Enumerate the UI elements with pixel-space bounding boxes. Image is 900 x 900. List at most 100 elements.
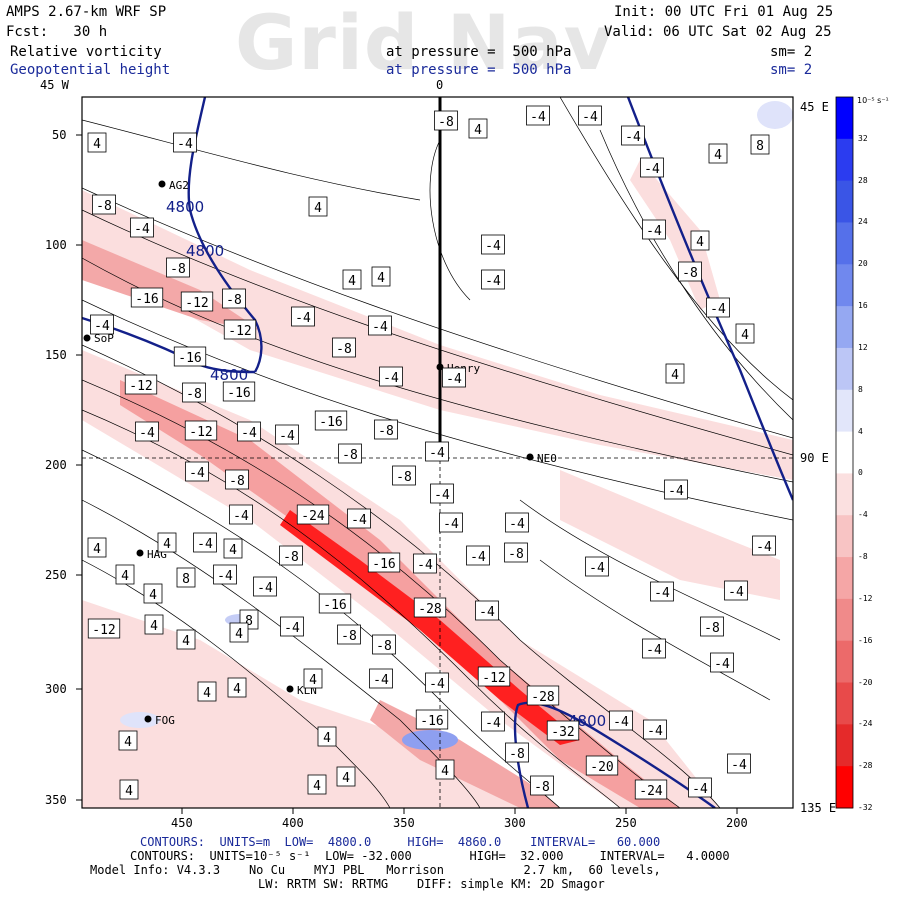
vort-label-box bbox=[650, 581, 674, 602]
vort-label-box bbox=[442, 367, 466, 388]
vort-label: -28 bbox=[418, 602, 441, 617]
vort-label-box bbox=[664, 479, 688, 500]
vort-label-box bbox=[237, 421, 261, 442]
vort-label: -4 bbox=[714, 657, 730, 672]
station-dot bbox=[136, 549, 144, 557]
vort-label: -8 bbox=[534, 780, 550, 795]
vort-label: 4 bbox=[203, 686, 211, 701]
vort-label: 4 bbox=[671, 368, 679, 383]
vort-label: -4 bbox=[284, 621, 300, 636]
vort-label: -12 bbox=[92, 623, 115, 638]
vort-label: -4 bbox=[530, 110, 546, 125]
vort-label: -16 bbox=[178, 351, 201, 366]
colorbar-swatch bbox=[836, 222, 853, 265]
vort-label: -4 bbox=[485, 716, 501, 731]
height-labels: 4800 4800 4800 4800 bbox=[166, 198, 606, 730]
vort-label-box bbox=[173, 132, 197, 153]
vort-label-box bbox=[184, 420, 218, 441]
vort-label: -4 bbox=[479, 605, 495, 620]
vort-label-box bbox=[229, 504, 253, 525]
vort-label: -20 bbox=[590, 760, 613, 775]
vort-label: 4 bbox=[377, 271, 385, 286]
vorticity-labels: 4 -4-84-4 -4-448-44-8-4-4-4-44-8-84 4-16 -12… bbox=[87, 105, 776, 800]
vort-label: -4 bbox=[373, 673, 389, 688]
height-contour-west bbox=[187, 97, 263, 373]
colorbar-swatch bbox=[836, 682, 853, 725]
vort-label-box bbox=[176, 629, 196, 650]
vort-label-box bbox=[727, 753, 751, 774]
field2-smoothing: sm= 2 bbox=[770, 62, 813, 78]
vort-label: -8 bbox=[226, 293, 242, 308]
vort-label: -12 bbox=[189, 425, 212, 440]
vort-label: -12 bbox=[482, 671, 505, 686]
axis-ticks bbox=[76, 134, 738, 814]
pos-vort-blob-4 bbox=[120, 712, 160, 728]
vort-label: 4 bbox=[323, 731, 331, 746]
vort-label: -4 bbox=[139, 426, 155, 441]
vort-label: -8 bbox=[336, 342, 352, 357]
colorbar-swatch bbox=[836, 724, 853, 767]
colorbar-label: 8 bbox=[858, 384, 863, 394]
vort-label-box bbox=[222, 288, 246, 309]
vort-label: 4 bbox=[93, 542, 101, 557]
colorbar-label: 32 bbox=[858, 133, 868, 143]
vort-label-box bbox=[372, 634, 396, 655]
footer-height-interval: INTERVAL= 60.000 bbox=[530, 835, 661, 849]
station-label-neo: NEO bbox=[537, 452, 557, 465]
field1-name: Relative vorticity bbox=[10, 44, 162, 60]
vort-label: 4 bbox=[163, 537, 171, 552]
vort-label: -8 bbox=[509, 747, 525, 762]
vort-label-box bbox=[504, 542, 528, 563]
vort-label-box bbox=[166, 257, 190, 278]
footer-model-info: Model Info: V4.3.3 No Cu MYJ PBL Morriso… bbox=[90, 863, 661, 877]
colorbar-swatch bbox=[836, 557, 853, 600]
vort-label: -4 bbox=[417, 558, 433, 573]
x-tick-450: 450 bbox=[171, 816, 193, 830]
vort-label: -4 bbox=[197, 537, 213, 552]
vort-label-box bbox=[706, 297, 730, 318]
colorbar-swatch bbox=[836, 431, 853, 474]
vort-label-box bbox=[296, 504, 330, 525]
vort-label-box bbox=[425, 441, 449, 462]
vort-label-box bbox=[308, 196, 328, 217]
footer-height-prefix: CONTOURS: UNITS=m LOW= 4800.0 bbox=[140, 835, 372, 849]
vort-label-box bbox=[157, 532, 177, 553]
vort-label-box bbox=[642, 219, 666, 240]
vort-label-box bbox=[425, 672, 449, 693]
vort-label: 4 bbox=[313, 779, 321, 794]
vort-label-box bbox=[505, 512, 529, 533]
neg-vort-east bbox=[560, 470, 780, 600]
watermark: Grid Nav bbox=[235, 0, 615, 87]
y-tick-100: 100 bbox=[45, 238, 67, 252]
vort-label: -4 bbox=[295, 311, 311, 326]
vort-label: -4 bbox=[756, 540, 772, 555]
colorbar-swatch bbox=[836, 306, 853, 349]
vort-label-box bbox=[369, 668, 393, 689]
plot-frame bbox=[81, 96, 794, 809]
vort-label: -16 bbox=[135, 292, 158, 307]
vort-label: 4 bbox=[150, 619, 158, 634]
vort-label: -4 bbox=[589, 561, 605, 576]
vort-label-box bbox=[477, 666, 511, 687]
vort-label: 4 bbox=[314, 201, 322, 216]
station-label-fog: FOG bbox=[155, 714, 175, 727]
vort-label-box bbox=[546, 720, 580, 741]
vort-label-box bbox=[336, 766, 356, 787]
vort-label: 4 bbox=[348, 274, 356, 289]
vort-label: 4 bbox=[125, 784, 133, 799]
vort-label-box bbox=[688, 777, 712, 798]
vort-label-box bbox=[280, 616, 304, 637]
vort-label: -4 bbox=[485, 274, 501, 289]
station-dot bbox=[83, 334, 91, 342]
station-dot bbox=[144, 715, 152, 723]
pos-vort-blob-2 bbox=[757, 101, 793, 129]
vort-label: -4 bbox=[177, 137, 193, 152]
vort-label-box bbox=[118, 730, 138, 751]
vort-label-box bbox=[227, 677, 247, 698]
vort-label: -32 bbox=[551, 725, 574, 740]
colorbar-label: 16 bbox=[858, 301, 868, 311]
vort-label: -8 bbox=[283, 550, 299, 565]
vort-label: -4 bbox=[257, 581, 273, 596]
x-tick-300: 300 bbox=[504, 816, 526, 830]
